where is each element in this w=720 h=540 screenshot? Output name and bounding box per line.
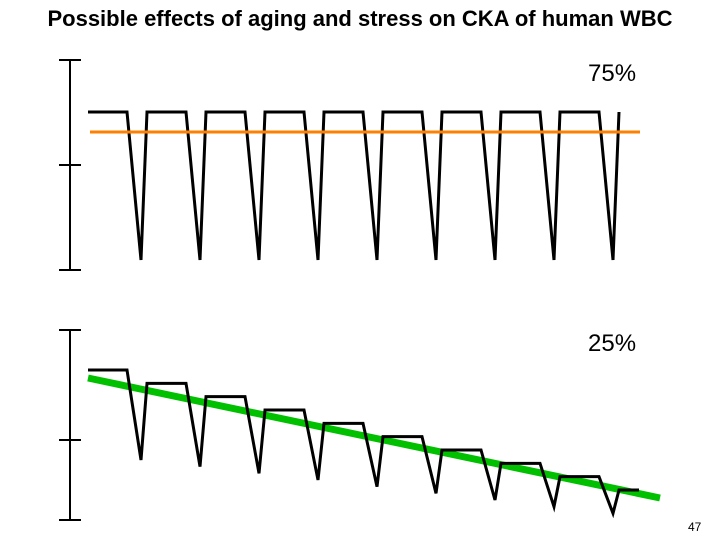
page-title: Possible effects of aging and stress on …	[0, 6, 720, 32]
page-number: 47	[688, 520, 701, 534]
top-percent-label: 75%	[588, 60, 636, 88]
top-waveform	[88, 112, 619, 260]
bottom-waveform	[88, 370, 639, 513]
bottom-percent-label: 25%	[588, 330, 636, 358]
